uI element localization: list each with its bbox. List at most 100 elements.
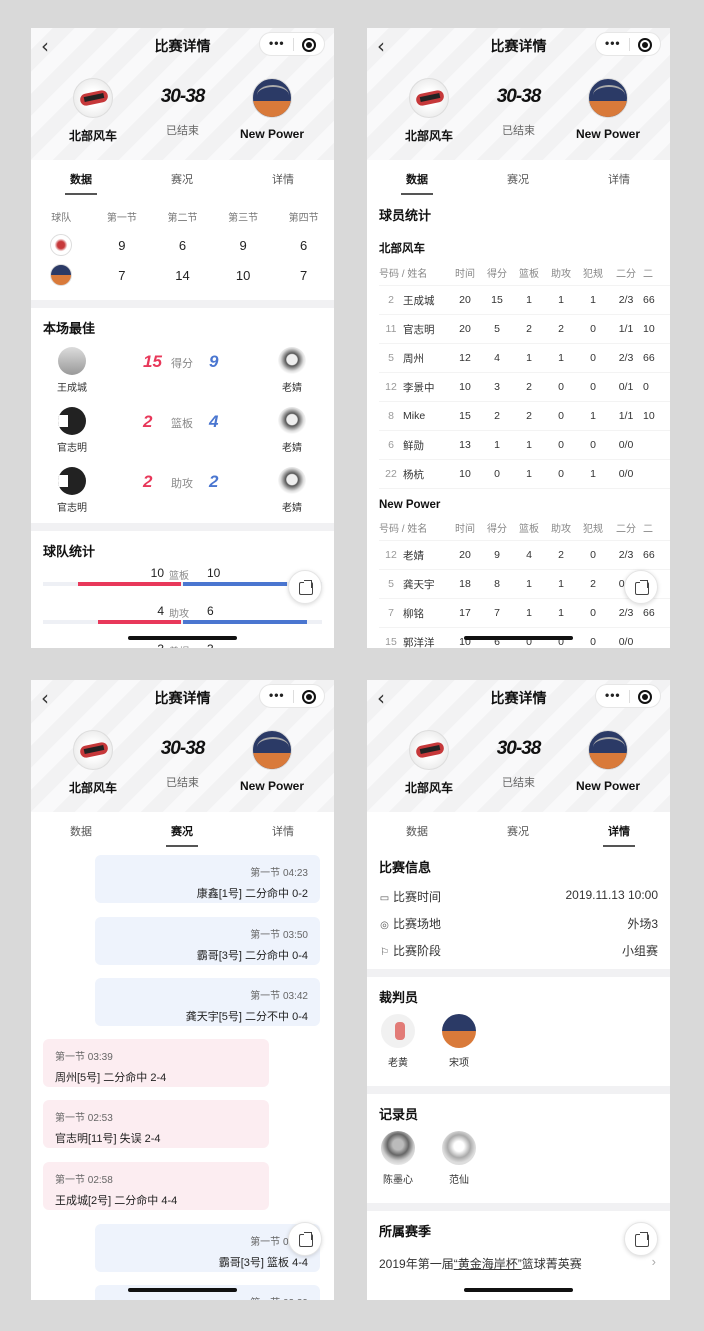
live-event-bubble[interactable]: 第一节 02:45 霸哥[3号] 篮板 4-4 bbox=[95, 1224, 320, 1272]
player-stat-cell: 8 bbox=[494, 578, 500, 590]
more-icon[interactable]: ••• bbox=[605, 36, 621, 50]
mini-program-capsule: ••• bbox=[595, 32, 661, 56]
player-row[interactable]: 2 王成城 20 15 1 1 1 2/3 66 bbox=[379, 286, 670, 315]
away-player-avatar[interactable] bbox=[278, 467, 306, 495]
close-mini-program-icon[interactable] bbox=[302, 38, 316, 52]
player-stat-cell: 0 bbox=[558, 468, 564, 480]
home-team-logo[interactable] bbox=[409, 78, 449, 118]
referee-item[interactable]: 老黄 bbox=[373, 1014, 423, 1069]
referees-title: 裁判员 bbox=[379, 990, 419, 1005]
player-row[interactable]: 11 官志明 20 5 2 2 0 1/1 10 bbox=[379, 315, 670, 344]
tab-detail[interactable]: 详情 bbox=[272, 826, 294, 838]
player-row[interactable]: 12 李景中 10 3 2 0 0 0/1 0 bbox=[379, 373, 670, 402]
location-icon: ◎ bbox=[380, 920, 389, 931]
info-key: ⚐ 比赛阶段 bbox=[379, 942, 441, 959]
player-stat-cell: 1 bbox=[558, 607, 564, 619]
more-icon[interactable]: ••• bbox=[269, 36, 285, 50]
player-stat-cell: 4 bbox=[494, 352, 500, 364]
best-player-row: 官志明 2 篮板 4 老婧 bbox=[31, 403, 334, 463]
player-row[interactable]: 5 周州 12 4 1 1 0 2/3 66 bbox=[379, 344, 670, 373]
share-button[interactable] bbox=[288, 1222, 322, 1256]
player-stat-cell: 老婧 bbox=[403, 549, 424, 562]
referee-item[interactable]: 宋项 bbox=[434, 1014, 484, 1069]
player-stat-cell: 2 bbox=[590, 578, 596, 590]
player-stat-cell: 7 bbox=[494, 607, 500, 619]
season-link[interactable]: “黄金海岸杯” bbox=[453, 1257, 522, 1271]
tab-detail[interactable]: 详情 bbox=[569, 823, 669, 847]
player-stat-cell: 1 bbox=[526, 439, 532, 451]
tab-live[interactable]: 赛况 bbox=[132, 823, 232, 847]
away-team-mini-logo[interactable] bbox=[50, 264, 73, 286]
quarter-score: 9 bbox=[118, 237, 126, 253]
home-team-mini-logo[interactable] bbox=[50, 234, 73, 256]
player-row[interactable]: 15 郭洋洋 10 6 0 0 0 0/0 bbox=[379, 628, 670, 648]
back-icon[interactable]: ‹ bbox=[41, 686, 49, 710]
player-stat-cell: 1 bbox=[590, 410, 596, 422]
player-row[interactable]: 22 杨杭 10 0 1 0 1 0/0 bbox=[379, 460, 670, 489]
final-score: 30-38 bbox=[367, 86, 670, 108]
player-row[interactable]: 12 老婧 20 9 4 2 0 2/3 66 bbox=[379, 541, 670, 570]
tab-live[interactable]: 赛况 bbox=[507, 174, 529, 186]
quarter-header: 第四节 bbox=[288, 213, 319, 224]
match-header: ‹ 比赛详情 ••• 北部风车 New Power 30-38 已结束 bbox=[367, 28, 670, 160]
more-icon[interactable]: ••• bbox=[269, 688, 285, 702]
live-event-bubble[interactable]: 第一节 04:23 康鑫[1号] 二分命中 0-2 bbox=[95, 855, 320, 903]
close-mini-program-icon[interactable] bbox=[302, 690, 316, 704]
tab-detail[interactable]: 详情 bbox=[272, 174, 294, 186]
quarter-score: 7 bbox=[118, 267, 126, 283]
quarter-header: 第二节 bbox=[167, 213, 198, 224]
home-team-logo[interactable] bbox=[409, 730, 449, 770]
player-stat-cell: 5 bbox=[388, 578, 394, 590]
home-team-logo[interactable] bbox=[73, 78, 113, 118]
away-team-logo[interactable] bbox=[252, 78, 292, 118]
live-event-bubble[interactable]: 第一节 02:53 官志明[11号] 失误 2-4 bbox=[43, 1100, 269, 1148]
back-icon[interactable]: ‹ bbox=[41, 34, 49, 58]
live-event-bubble[interactable]: 第一节 03:39 周州[5号] 二分命中 2-4 bbox=[43, 1039, 269, 1087]
recorder-item[interactable]: 陈墨心 bbox=[373, 1131, 423, 1186]
away-team-logo[interactable] bbox=[252, 730, 292, 770]
live-event-bubble[interactable]: 第一节 03:50 霸哥[3号] 二分命中 0-4 bbox=[95, 917, 320, 965]
player-row[interactable]: 6 鲜勋 13 1 1 0 0 0/0 bbox=[379, 431, 670, 460]
recorder-item[interactable]: 范仙 bbox=[434, 1131, 484, 1186]
share-button[interactable] bbox=[288, 570, 322, 604]
tab-bar: 数据 赛况 详情 bbox=[367, 160, 670, 195]
player-stat-cell: 12 bbox=[459, 352, 471, 364]
live-event-bubble[interactable]: 第一节 02:58 王成城[2号] 二分命中 4-4 bbox=[43, 1162, 269, 1210]
back-icon[interactable]: ‹ bbox=[377, 34, 385, 58]
home-player-avatar[interactable] bbox=[58, 347, 86, 375]
season-row[interactable]: 2019年第一届“黄金海岸杯”篮球菁英赛 › bbox=[367, 1246, 670, 1286]
tab-data[interactable]: 数据 bbox=[70, 826, 92, 838]
recorder-list: 陈墨心 范仙 bbox=[367, 1129, 670, 1203]
more-icon[interactable]: ••• bbox=[605, 688, 621, 702]
tab-live[interactable]: 赛况 bbox=[171, 174, 193, 186]
page-title: 比赛详情 bbox=[490, 38, 547, 54]
tab-live[interactable]: 赛况 bbox=[507, 826, 529, 838]
close-mini-program-icon[interactable] bbox=[638, 38, 652, 52]
tab-data[interactable]: 数据 bbox=[367, 171, 467, 195]
share-button[interactable] bbox=[624, 1222, 658, 1256]
close-mini-program-icon[interactable] bbox=[638, 690, 652, 704]
home-stat-bar bbox=[77, 582, 181, 586]
away-player-avatar[interactable] bbox=[278, 407, 306, 435]
info-value: 小组赛 bbox=[621, 944, 658, 958]
home-team-logo[interactable] bbox=[73, 730, 113, 770]
away-team-logo[interactable] bbox=[588, 730, 628, 770]
tab-data[interactable]: 数据 bbox=[406, 826, 428, 838]
mini-program-capsule: ••• bbox=[259, 684, 325, 708]
away-team-logo[interactable] bbox=[588, 78, 628, 118]
share-button[interactable] bbox=[624, 570, 658, 604]
player-row[interactable]: 7 柳铭 17 7 1 1 0 2/3 66 bbox=[379, 599, 670, 628]
stats-column-header: 二 bbox=[643, 269, 653, 280]
home-player-avatar[interactable] bbox=[58, 407, 86, 435]
content-area: 比赛信息 ▭ 比赛时间 2019.11.13 10:00 ◎ 比赛场地 外场3 ⚐ 比赛阶段 小组… bbox=[367, 847, 670, 1300]
live-event-bubble[interactable]: 第一节 03:42 龚天宇[5号] 二分不中 0-4 bbox=[95, 978, 320, 1026]
away-player-avatar[interactable] bbox=[278, 347, 306, 375]
away-stat-bar bbox=[183, 620, 308, 624]
back-icon[interactable]: ‹ bbox=[377, 686, 385, 710]
player-row[interactable]: 8 Mike 15 2 2 0 1 1/1 10 bbox=[379, 402, 670, 431]
tab-data[interactable]: 数据 bbox=[31, 171, 131, 195]
home-player-avatar[interactable] bbox=[58, 467, 86, 495]
quarter-score: 9 bbox=[239, 237, 247, 253]
tab-detail[interactable]: 详情 bbox=[608, 174, 630, 186]
team-stats-title: 球队统计 bbox=[43, 544, 96, 559]
